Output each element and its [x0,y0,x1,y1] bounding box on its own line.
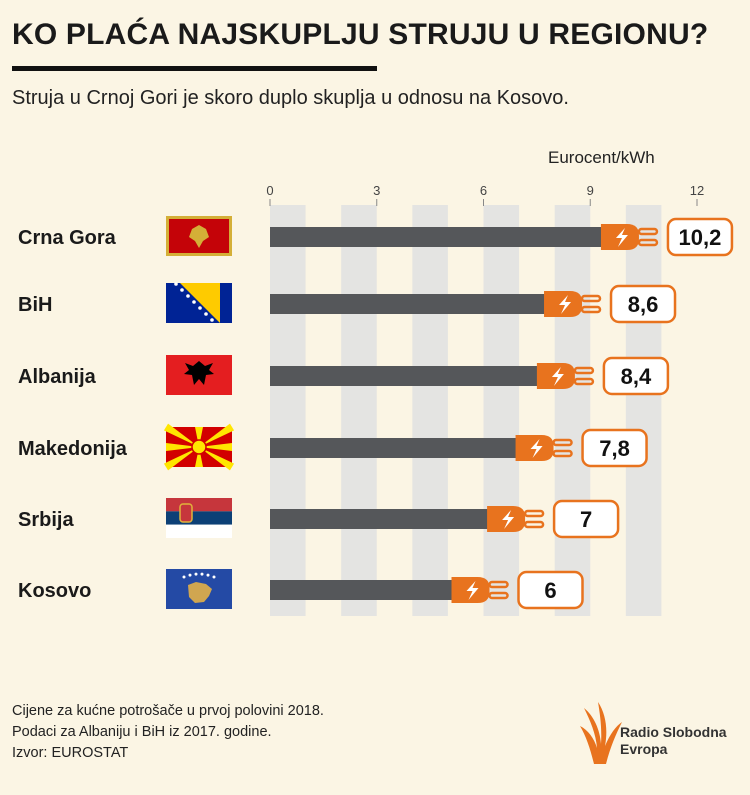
value-label: 8,6 [628,292,659,317]
bar [270,366,539,386]
grid-stripe [341,205,377,616]
value-label-box [602,356,670,396]
title-underline [12,66,377,71]
value-label-box [666,217,734,257]
category-label: Srbija [18,509,74,531]
value-label-box [609,284,677,324]
footnote-line: Cijene za kućne potrošače u prvoj polovi… [12,703,324,719]
plug-icon [544,291,602,317]
value-label: 7 [580,507,592,532]
page-subtitle: Struja u Crnoj Gori je skoro duplo skupl… [12,87,569,109]
rfe-flame-icon [580,702,622,764]
value-label-box [517,570,584,610]
x-tick-label: 9 [587,183,594,198]
x-tick-label: 6 [480,183,487,198]
grid-stripe [412,205,448,616]
grid-stripe [483,205,520,616]
plug-icon [515,435,573,461]
value-label-box [581,428,648,468]
flag-kosovo-icon [166,569,232,609]
price-bar-chart: 0 3 6 9 12 Crna Gora 10,2 BiH 8,6 Albanija 8,4 Make… [18,183,734,616]
bar [270,580,454,600]
flag-serbia-icon [166,498,232,538]
page-title: KO PLAĆA NAJSKUPLJU STRUJU U REGIONU? [12,18,709,51]
grid-stripe [270,205,306,616]
value-label: 7,8 [599,436,630,461]
footnote-line: Podaci za Albaniju i BiH iz 2017. godine… [12,724,272,740]
logo-text-line2: Evropa [620,741,668,757]
x-tick-label: 12 [690,183,704,198]
category-label: Crna Gora [18,227,117,249]
value-label: 10,2 [679,225,722,250]
category-label: BiH [18,294,52,316]
plug-icon [600,224,659,250]
bar [270,509,490,529]
footnote-source: Izvor: EUROSTAT [12,745,129,761]
unit-label: Eurocent/kWh [548,148,655,167]
grid-stripe [625,205,662,616]
flag-montenegro-icon [166,216,232,256]
flag-bosnia-icon [166,282,232,323]
bar [270,438,518,458]
x-tick-label: 3 [373,183,380,198]
plug-icon [451,577,509,603]
plug-icon [536,363,595,389]
bar [270,294,547,314]
x-tick-label: 0 [266,183,273,198]
footnotes: Cijene za kućne potrošače u prvoj polovi… [12,701,324,764]
category-label: Albanija [18,366,97,388]
flag-albania-icon [166,355,232,395]
bar [270,227,603,247]
flag-macedonia-icon [163,423,235,471]
logo-text: Radio Slobodna Evropa [620,724,727,758]
category-label: Makedonija [18,438,128,460]
value-label-box [552,499,620,539]
value-label: 8,4 [621,364,652,389]
grid-stripe [554,205,591,616]
plug-icon [487,506,545,532]
logo-text-line1: Radio Slobodna [620,724,727,740]
category-label: Kosovo [18,580,91,602]
value-label: 6 [544,578,556,603]
